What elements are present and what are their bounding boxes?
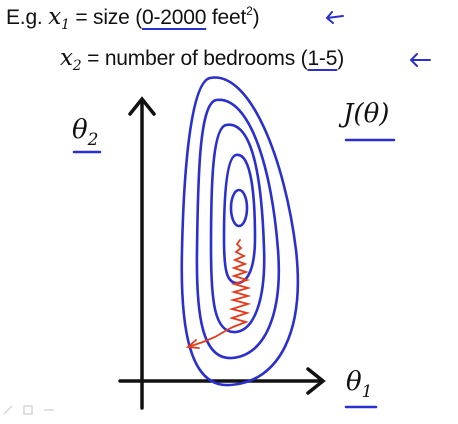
y-axis-label: θ2 (72, 115, 98, 150)
page-icon (23, 405, 33, 415)
contour-outer (180, 76, 300, 387)
hand-arrow-icon (325, 11, 431, 67)
contour-inner (229, 188, 249, 228)
gradient-descent-path (185, 239, 252, 349)
cost-contours (180, 76, 300, 387)
axes (118, 96, 326, 410)
x1-close-paren: ) (252, 6, 260, 29)
contour-2 (222, 153, 257, 285)
x1-equation-text: = size ( (69, 6, 143, 29)
feature-x1-definition: E.g. x1 = size (0-2000 feet2) (6, 4, 260, 33)
feature-x2-definition: x2 = number of bedrooms (1-5) (60, 45, 344, 74)
descent-start-arrowhead (185, 339, 200, 349)
corner-toolbar (3, 405, 54, 415)
descent-zigzag (187, 239, 252, 348)
x1-range: 0-2000 (142, 6, 207, 29)
x2-equation-text: = number of bedrooms ( (81, 47, 308, 70)
x2-close-paren: ) (337, 47, 344, 70)
x1-variable: x1 (48, 4, 70, 33)
cost-function-label: J(θ) (338, 99, 389, 129)
contour-3 (209, 123, 266, 334)
x-axis-arrowhead (306, 367, 326, 395)
x1-unit-exponent: 2 (246, 4, 253, 18)
x1-unit: feet (206, 6, 247, 29)
x-axis-label: θ1 (346, 367, 372, 402)
eg-prefix: E.g. (6, 6, 43, 29)
contour-4 (195, 98, 281, 360)
x2-range: 1-5 (307, 47, 338, 70)
pen-icon (3, 405, 13, 415)
x2-variable: x2 (60, 45, 82, 74)
y-axis-arrowhead (128, 96, 156, 116)
